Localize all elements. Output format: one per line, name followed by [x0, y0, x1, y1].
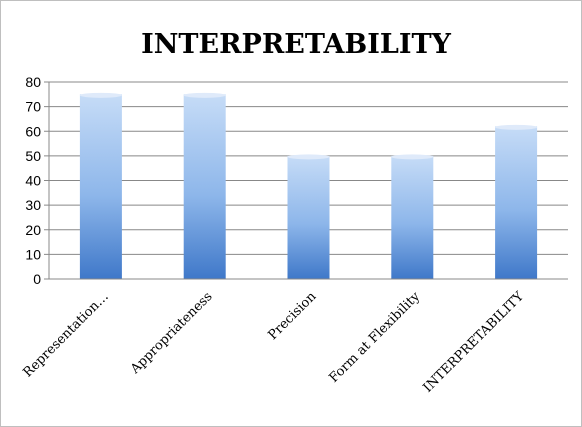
bar-4: [391, 154, 434, 279]
y-tick-label-70: 70: [25, 99, 41, 115]
bar-body-1: [79, 94, 122, 279]
x-category-label-2: Appropriateness: [127, 289, 215, 377]
y-tick-label-40: 40: [25, 173, 41, 189]
chart-title: INTERPRETABILITY: [141, 29, 451, 60]
y-tick-label-60: 60: [25, 123, 41, 139]
bar-5: [495, 124, 538, 279]
bar-cap-2: [183, 92, 226, 98]
bar-cap-3: [287, 154, 330, 160]
bar-cap-5: [495, 124, 538, 130]
bar-body-2: [183, 94, 226, 279]
y-tick-label-0: 0: [33, 271, 41, 287]
bar-2: [183, 92, 226, 279]
y-tick-label-50: 50: [25, 148, 41, 164]
x-category-label-5: INTERPRETABILITY: [420, 289, 527, 396]
x-category-label-3: Precision: [265, 289, 319, 343]
y-tick-label-30: 30: [25, 197, 41, 213]
y-tick-label-20: 20: [25, 222, 41, 238]
bar-cap-1: [79, 92, 122, 98]
x-axis-labels: Representation… Appropriateness Precision F…: [21, 289, 528, 396]
bar-body-5: [495, 126, 538, 279]
bar-body-4: [391, 155, 434, 279]
bars: [79, 92, 538, 279]
y-axis-ticks: 0 10 20 30 40 50 60 70 80: [25, 74, 49, 287]
bar-3: [287, 154, 330, 279]
bar-body-3: [287, 155, 330, 279]
bar-1: [79, 92, 122, 279]
x-category-label-1: Representation…: [21, 289, 112, 380]
y-tick-label-80: 80: [25, 74, 41, 90]
y-tick-label-10: 10: [25, 246, 41, 262]
bar-cap-4: [391, 154, 434, 160]
x-category-label-4: Form at Flexibility: [327, 289, 424, 386]
